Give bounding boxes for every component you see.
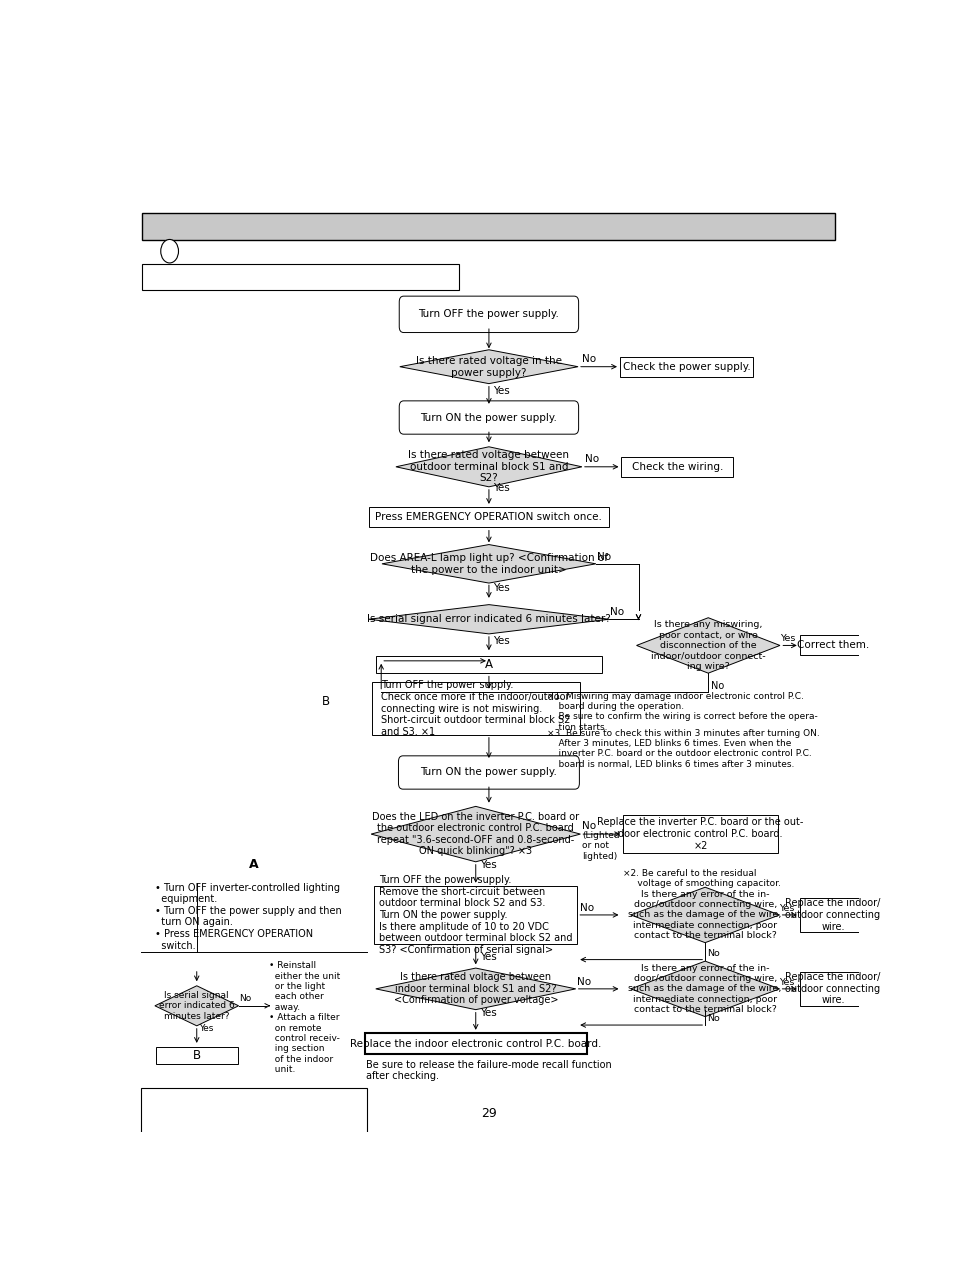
Text: No: No [710,682,723,691]
Text: Replace the indoor/
outdoor connecting
wire.: Replace the indoor/ outdoor connecting w… [784,898,880,931]
Text: ×3. Be sure to check this within 3 minutes after turning ON.
    After 3 minutes: ×3. Be sure to check this within 3 minut… [546,729,819,768]
FancyBboxPatch shape [619,356,753,377]
FancyBboxPatch shape [374,885,577,944]
Text: 29: 29 [480,1107,497,1121]
Text: No: No [707,949,720,958]
FancyBboxPatch shape [622,815,778,854]
Text: Is there any error of the in-
door/outdoor connecting wire,
such as the damage o: Is there any error of the in- door/outdo… [628,889,781,940]
Text: Turn OFF the power supply.
Remove the short-circuit between
outdoor terminal blo: Turn OFF the power supply. Remove the sh… [378,875,572,955]
FancyBboxPatch shape [799,972,865,1006]
Text: Yes: Yes [780,633,795,644]
Polygon shape [371,806,579,862]
Text: Yes: Yes [479,1009,496,1019]
Text: Yes: Yes [493,483,509,494]
Text: Does the LED on the inverter P.C. board or
the outdoor electronic control P.C. b: Does the LED on the inverter P.C. board … [372,812,578,856]
Text: Yes: Yes [779,977,794,987]
Text: No: No [239,995,252,1004]
Text: Replace the indoor electronic control P.C. board.: Replace the indoor electronic control P.… [350,1038,600,1048]
Text: Turn OFF the power supply.
Check once more if the indoor/outdoor
connecting wire: Turn OFF the power supply. Check once mo… [380,681,570,736]
Text: Correct them.: Correct them. [796,640,868,650]
Text: Turn ON the power supply.: Turn ON the power supply. [420,412,557,422]
Text: Yes: Yes [493,636,509,646]
FancyBboxPatch shape [375,656,601,673]
Text: No: No [707,1014,720,1023]
FancyBboxPatch shape [369,506,608,527]
Circle shape [161,239,178,263]
Text: Yes: Yes [199,1024,213,1033]
Text: • Reinstall
  either the unit
  or the light
  each other
  away.
• Attach a fil: • Reinstall either the unit or the light… [269,962,339,1074]
Text: Is serial signal error indicated 6 minutes later?: Is serial signal error indicated 6 minut… [367,614,610,625]
Polygon shape [154,986,238,1025]
Polygon shape [369,604,608,633]
Text: Is there any error of the in-
door/outdoor connecting wire,
such as the damage o: Is there any error of the in- door/outdo… [628,964,781,1014]
Polygon shape [395,446,581,487]
Text: Is there rated voltage between
indoor terminal block S1 and S2?
<Confirmation of: Is there rated voltage between indoor te… [393,972,558,1005]
FancyBboxPatch shape [142,265,458,290]
Polygon shape [630,962,779,1016]
Text: Does AREA-L lamp light up? <Confirmation of
the power to the indoor unit>: Does AREA-L lamp light up? <Confirmation… [370,553,607,575]
Text: Yes: Yes [493,584,509,594]
Text: • Turn OFF inverter-controlled lighting
  equipment.
• Turn OFF the power supply: • Turn OFF inverter-controlled lighting … [154,883,341,950]
FancyBboxPatch shape [142,212,835,240]
Text: Is serial signal
error indicated 6
minutes later?: Is serial signal error indicated 6 minut… [159,991,234,1020]
Text: ×2. Be careful to the residual
     voltage of smoothing capacitor.: ×2. Be careful to the residual voltage o… [622,869,781,888]
Text: Turn OFF the power supply.: Turn OFF the power supply. [418,309,558,319]
Text: Turn ON the power supply.: Turn ON the power supply. [420,767,557,777]
Text: No: No [579,903,593,913]
FancyBboxPatch shape [372,682,579,735]
Polygon shape [381,544,596,583]
FancyBboxPatch shape [799,898,865,932]
Text: ×1. Miswiring may damage indoor electronic control P.C.
    board during the ope: ×1. Miswiring may damage indoor electron… [546,692,817,731]
Text: A: A [484,658,493,672]
FancyBboxPatch shape [398,756,578,789]
Text: Press EMERGENCY OPERATION switch once.: Press EMERGENCY OPERATION switch once. [375,511,601,522]
Text: No: No [577,977,591,987]
FancyBboxPatch shape [398,401,578,434]
Polygon shape [630,888,779,943]
Text: Is there any miswiring,
poor contact, or wire
disconnection of the
indoor/outdoo: Is there any miswiring, poor contact, or… [650,621,764,670]
FancyBboxPatch shape [365,1033,586,1054]
Text: (Lighted
or not
lighted): (Lighted or not lighted) [581,831,618,861]
FancyBboxPatch shape [620,457,732,477]
FancyBboxPatch shape [141,1088,367,1272]
Text: No: No [597,552,611,562]
Polygon shape [636,618,780,673]
Polygon shape [399,350,578,384]
Text: Check the wiring.: Check the wiring. [631,462,722,472]
Text: Yes: Yes [479,860,496,870]
FancyBboxPatch shape [398,296,578,332]
Text: No: No [584,454,598,464]
Text: Yes: Yes [493,387,509,397]
FancyBboxPatch shape [799,636,865,655]
Text: A: A [249,859,258,871]
Text: Check the power supply.: Check the power supply. [622,361,750,371]
Text: Replace the indoor/
outdoor connecting
wire.: Replace the indoor/ outdoor connecting w… [784,972,880,1005]
Text: Yes: Yes [479,951,496,962]
FancyBboxPatch shape [155,1047,237,1063]
Text: Is there rated voltage between
outdoor terminal block S1 and
S2?: Is there rated voltage between outdoor t… [408,450,569,483]
Text: No: No [581,822,596,832]
Text: Replace the inverter P.C. board or the out-
door electronic control P.C. board.
: Replace the inverter P.C. board or the o… [597,818,802,851]
Text: Yes: Yes [779,903,794,912]
Text: B: B [322,696,330,709]
Text: No: No [609,608,623,617]
Text: Be sure to release the failure-mode recall function
after checking.: Be sure to release the failure-mode reca… [365,1060,611,1081]
Text: Is there rated voltage in the
power supply?: Is there rated voltage in the power supp… [416,356,561,378]
Text: B: B [193,1048,200,1062]
Polygon shape [375,968,575,1010]
Text: No: No [581,354,596,364]
